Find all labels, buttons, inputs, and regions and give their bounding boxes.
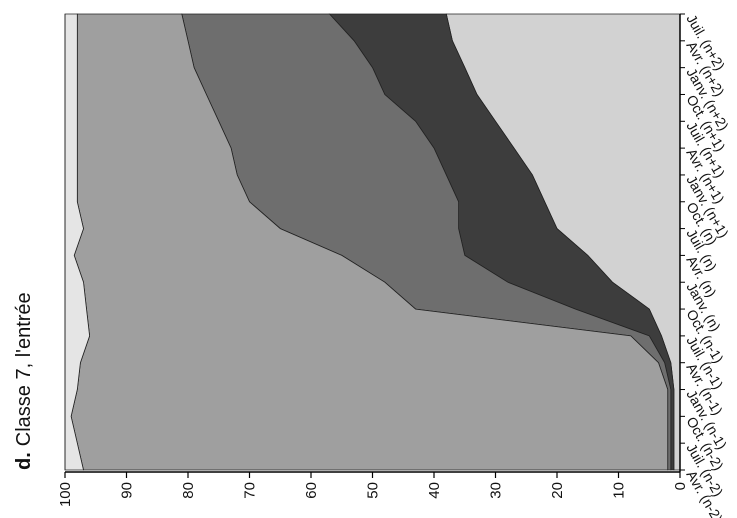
value-tick-label: 60 (303, 482, 320, 499)
value-tick-label: 80 (180, 482, 197, 499)
value-tick-label: 70 (242, 482, 259, 499)
value-tick-label: 30 (488, 482, 505, 499)
value-tick-label: 40 (426, 482, 443, 499)
value-tick-label: 20 (549, 482, 566, 499)
value-tick-label: 0 (672, 482, 689, 490)
time-axis-labels: Avr. (n-2)Juil. (n-2)Oct. (n-2)Janv. (n-… (680, 12, 732, 518)
value-tick-label: 100 (57, 482, 74, 507)
area-bands (64, 13, 681, 471)
chart-title-text: Classe 7, l'entrée (13, 292, 35, 446)
value-tick-label: 90 (119, 482, 136, 499)
value-tick-label: 10 (611, 482, 628, 499)
chart-title-letter: d. (13, 452, 35, 470)
value-tick-label: 50 (365, 482, 382, 499)
value-axis-ticks: 0 10 20 30 40 50 60 70 80 90 100 (57, 472, 689, 507)
chart-title: d. Classe 7, l'entrée (13, 292, 35, 470)
